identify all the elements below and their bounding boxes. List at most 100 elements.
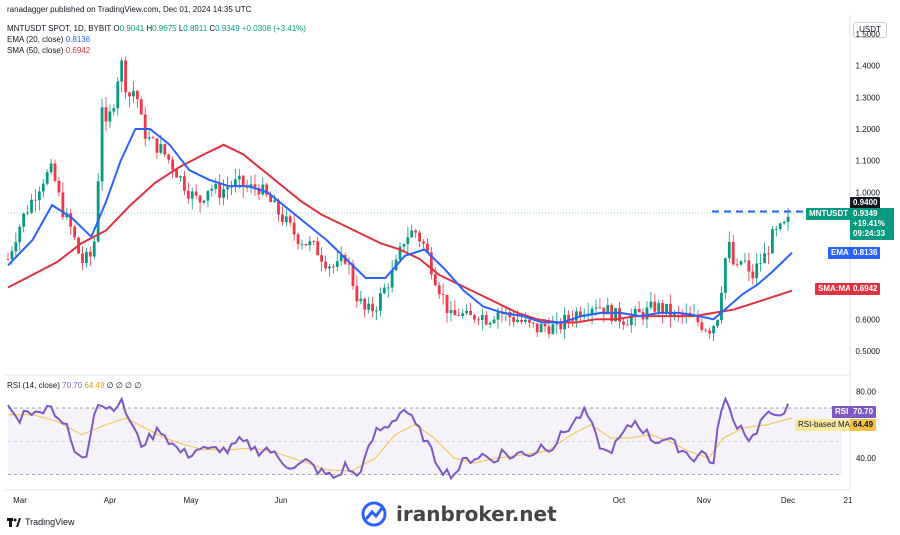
candle-body (469, 310, 472, 316)
candle-body (614, 308, 617, 322)
price-tick-label: 1.2000 (856, 125, 881, 134)
sma-legend[interactable]: SMA (50, close) 0.6942 (7, 45, 90, 56)
candle-body (116, 81, 120, 109)
candle-body (414, 230, 418, 233)
rsi-tag-value: 70.70 (853, 407, 874, 416)
ema-tag-label[interactable]: EMA (828, 247, 852, 259)
candle-body (700, 322, 704, 330)
candle-body (210, 188, 214, 191)
high-label: H (146, 24, 153, 33)
candle-body (108, 111, 112, 122)
candle-body (606, 305, 610, 315)
ema-tag-value: 0.8136 (853, 248, 878, 257)
candle-body (559, 321, 563, 330)
candle-body (198, 195, 202, 203)
tradingview-branding[interactable]: TradingView (7, 517, 75, 527)
candle-body (751, 271, 755, 279)
candle-body (386, 287, 390, 289)
candle-body (531, 322, 535, 324)
publisher-line: ranadagger published on TradingView.com,… (7, 5, 252, 14)
candle-body (331, 266, 335, 268)
high-value: 0.9675 (152, 24, 177, 33)
rsi-tick-label: 40.00 (856, 454, 877, 463)
candle-body (763, 253, 766, 264)
candle-body (186, 190, 190, 199)
candle-body (171, 159, 175, 170)
sma-tag[interactable]: 0.6942 (850, 283, 881, 295)
candle-body (281, 214, 284, 223)
candle-body (320, 255, 323, 262)
candle-body (284, 216, 288, 223)
candle-body (622, 321, 625, 325)
sma-tag-text: SMA:MA (818, 284, 851, 293)
candle-body (657, 303, 661, 312)
candle-body (767, 253, 770, 255)
candle-body (69, 213, 73, 227)
candle-body (496, 311, 500, 320)
candle-body (602, 307, 606, 315)
low-label: L (178, 24, 184, 33)
candle-body (96, 181, 100, 242)
candle-body (245, 187, 249, 188)
candle-body (484, 314, 488, 325)
rsi-ma-tag[interactable]: 64.49 (850, 419, 877, 431)
sma-tag-label[interactable]: SMA:MA (815, 283, 854, 295)
time-tick-label: May (183, 496, 198, 505)
price-tick-label: 1.0000 (856, 188, 881, 197)
ema-tag[interactable]: 0.8136 (850, 247, 881, 259)
rsi-legend[interactable]: RSI (14, close) 70.70 64.49 ∅ ∅ ∅ ∅ (7, 380, 141, 391)
open-value: 0.9041 (119, 24, 145, 33)
rsi-tag-label[interactable]: RSI (832, 406, 852, 418)
candle-body (135, 90, 139, 100)
candle-body (637, 308, 641, 313)
candle-body (296, 234, 300, 245)
countdown-value: 09:24:33 (853, 229, 886, 238)
candle-body (112, 108, 116, 112)
ema-legend[interactable]: EMA (20, close) 0.8136 (7, 34, 90, 45)
rsi-tag[interactable]: 70.70 (850, 406, 877, 418)
candle-body (539, 323, 543, 333)
candle-body (739, 261, 743, 265)
rsi-ma-tag-value: 64.49 (853, 420, 874, 429)
resistance-tag[interactable]: 0.9400 (850, 197, 881, 209)
sma-line (7, 143, 793, 324)
candle-body (253, 184, 257, 188)
candle-body (590, 308, 594, 314)
candle-body (708, 330, 712, 334)
candle-body (324, 261, 327, 269)
candle-body (139, 99, 143, 115)
time-tick-label: Nov (697, 496, 711, 505)
candle-body (547, 326, 551, 334)
candle-body (535, 323, 539, 333)
candle-body (520, 319, 523, 322)
candle-body (571, 319, 574, 321)
candle-body (633, 308, 637, 317)
symbol-name[interactable]: MNTUSDT SPOT, 1D, BYBIT (7, 24, 112, 33)
watermark-text: iranbroker.net (396, 502, 557, 526)
candle-body (410, 230, 414, 238)
rsi-ma-tag-label[interactable]: RSI-based MA (795, 419, 854, 431)
symbol-line: MNTUSDT SPOT, 1D, BYBIT O0.9041 H0.9675 … (7, 23, 306, 34)
last-price-tag[interactable]: 0.9349 +19.41% 09:24:33 (850, 208, 894, 240)
candle-body (179, 176, 182, 178)
candle-body (308, 241, 312, 246)
rsi-ma-line (8, 414, 793, 472)
candle-body (457, 315, 461, 316)
candle-body (755, 263, 759, 279)
price-tag[interactable]: MNTUSDT (806, 208, 852, 220)
candle-body (328, 266, 331, 269)
candle-body (128, 92, 131, 97)
resistance-value: 0.9400 (853, 198, 878, 207)
price-tick-label: 0.6000 (856, 315, 881, 324)
rsi-legend-value: 70.70 (62, 381, 83, 390)
candle-body (759, 263, 763, 264)
candle-body (669, 303, 672, 317)
candle-body (618, 308, 621, 322)
candle-body (774, 228, 778, 230)
candle-body (237, 175, 241, 180)
candle-body (183, 176, 186, 191)
currency-button[interactable]: USDT (853, 22, 887, 38)
candle-body (214, 184, 218, 189)
candle-body (363, 298, 367, 310)
